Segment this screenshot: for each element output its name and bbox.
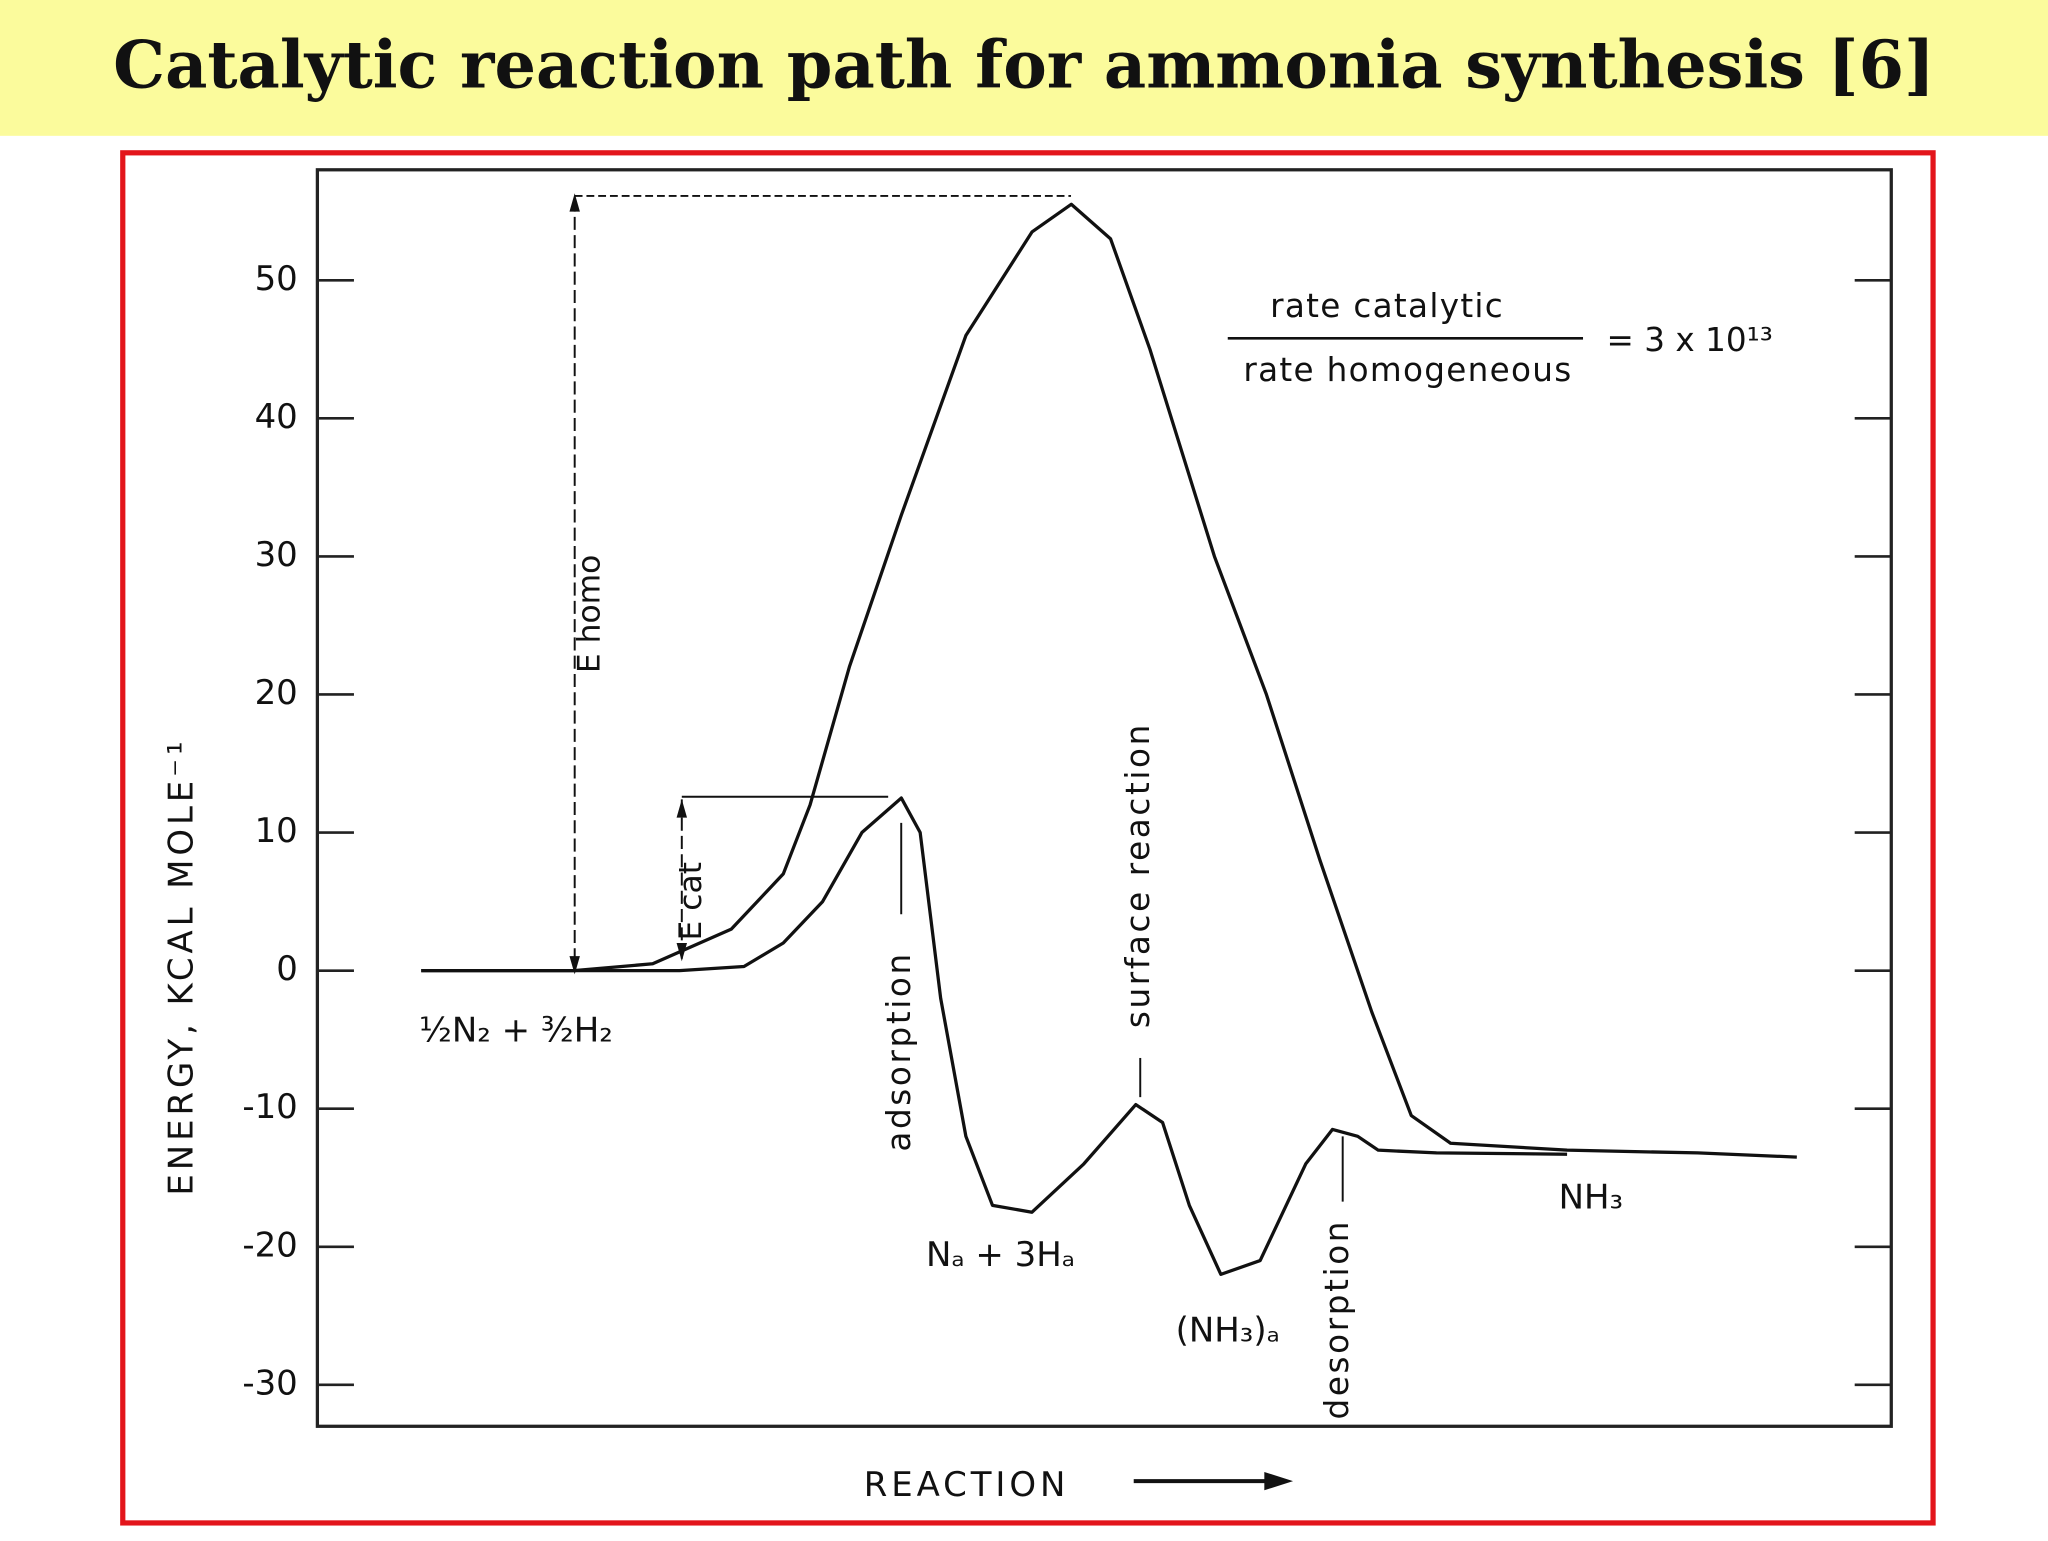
- plot-frame: [315, 168, 1893, 1428]
- y-tick-label: -30: [242, 1363, 297, 1403]
- y-tick-label: 30: [255, 535, 298, 575]
- slide-title: Catalytic reaction path for ammonia synt…: [113, 28, 1935, 104]
- annotation: E cat: [673, 862, 709, 940]
- annotation: NH₃: [1559, 1178, 1624, 1218]
- y-tick-label: -20: [242, 1225, 297, 1265]
- annotation: (NH₃)ₐ: [1176, 1311, 1280, 1351]
- y-tick-label: 20: [255, 673, 298, 713]
- y-tick-label: 40: [255, 397, 298, 437]
- y-tick-label: 10: [255, 811, 298, 851]
- ratio-value: = 3 x 10¹³: [1607, 321, 1773, 359]
- annotation: E homo: [571, 555, 607, 673]
- energy-curve: [421, 796, 1568, 1277]
- annotation: Nₐ + 3Hₐ: [926, 1235, 1075, 1275]
- frame: [120, 150, 1936, 1526]
- annotation: ½N₂ + ³⁄₂H₂: [419, 1010, 613, 1050]
- title-bar: [0, 0, 2048, 136]
- annotation: desorption: [1318, 1219, 1356, 1420]
- annotation: surface reaction: [1119, 722, 1157, 1028]
- y-tick-label: 50: [255, 259, 298, 299]
- energy-curve: [421, 202, 1797, 1159]
- y-tick-label: -10: [242, 1087, 297, 1127]
- x-arrow: [1133, 1472, 1294, 1491]
- x-axis-label: REACTION: [864, 1465, 1070, 1505]
- y-tick-label: 0: [276, 949, 298, 989]
- annotation: adsorption: [880, 951, 918, 1151]
- y-axis-label: ENERGY, KCAL MOLE⁻¹: [161, 737, 201, 1195]
- ratio-numerator: rate catalytic: [1270, 287, 1504, 325]
- dimension-lines: [569, 193, 1584, 1202]
- ratio-denominator: rate homogeneous: [1243, 351, 1572, 389]
